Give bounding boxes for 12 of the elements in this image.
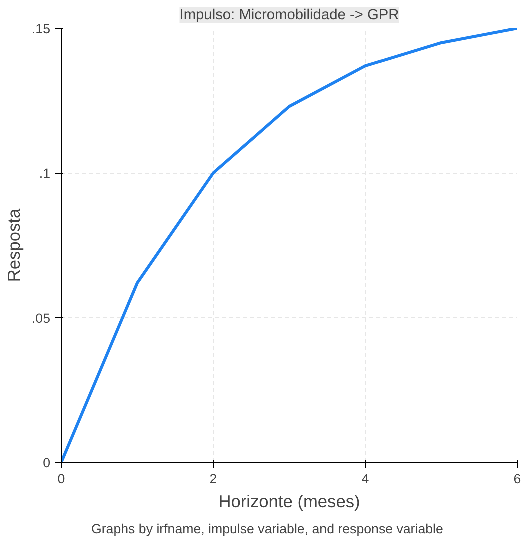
x-tick-label: 0 xyxy=(58,472,66,486)
y-axis-title: Resposta xyxy=(4,208,24,282)
y-tick-label: .05 xyxy=(32,310,51,326)
x-tick-label: 6 xyxy=(514,472,522,486)
x-axis-title: Horizonte (meses) xyxy=(218,492,360,512)
x-tick-label: 4 xyxy=(362,472,370,486)
y-tick-label: 0 xyxy=(43,456,51,470)
y-tick-label: .1 xyxy=(39,166,51,182)
y-tick-label: .15 xyxy=(32,22,51,36)
chart-title: Impulso: Micromobilidade -> GPR xyxy=(180,8,400,24)
x-tick-label: 2 xyxy=(210,472,218,486)
text: Graphs by irfname, impulse variable, and response variable xyxy=(92,522,444,536)
